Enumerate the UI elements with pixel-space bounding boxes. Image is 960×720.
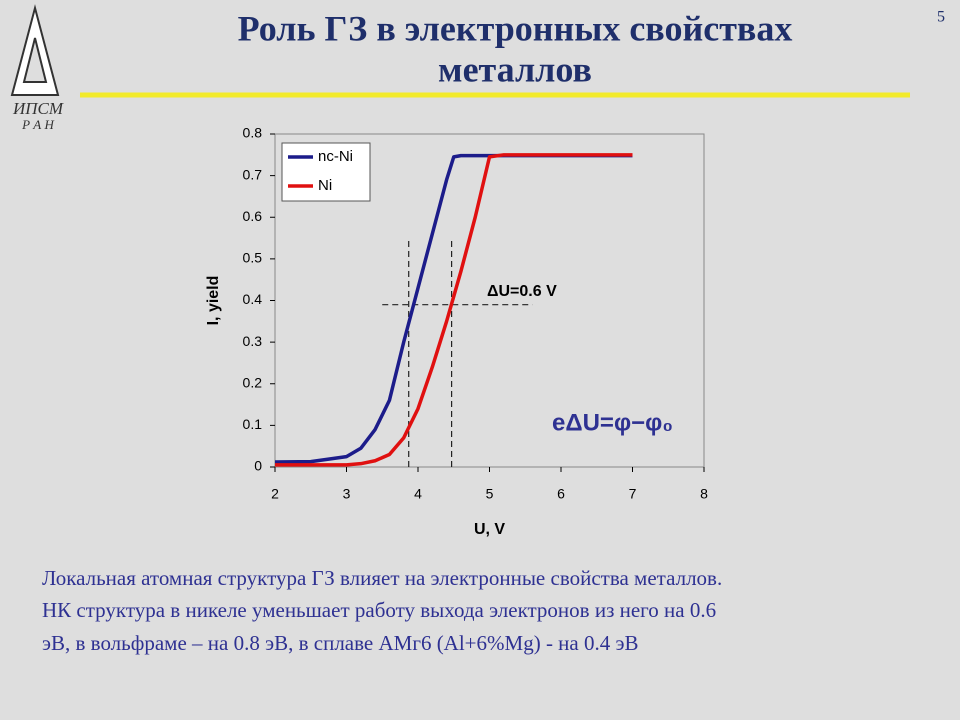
x-axis-label: U, V <box>474 521 505 538</box>
y-axis-label: I, yield <box>205 276 222 326</box>
annotation: ΔU=0.6 V <box>487 283 557 300</box>
x-tick-label: 4 <box>414 486 422 502</box>
x-tick-label: 7 <box>629 486 637 502</box>
legend-label: nc-Ni <box>318 148 353 165</box>
x-tick-label: 2 <box>271 486 279 502</box>
y-tick-label: 0 <box>254 458 262 474</box>
logo-subtext: Р А Н <box>21 117 54 132</box>
y-tick-label: 0.5 <box>243 250 263 266</box>
title: металлов <box>438 49 592 89</box>
legend-label: Ni <box>318 177 332 194</box>
body-text: Локальная атомная структура ГЗ влияет на… <box>42 566 722 590</box>
x-tick-label: 3 <box>343 486 351 502</box>
x-tick-label: 6 <box>557 486 565 502</box>
y-tick-label: 0.4 <box>243 291 263 307</box>
body-text: НК структура в никеле уменьшает работу в… <box>42 598 716 622</box>
page-number: 5 <box>937 9 945 26</box>
x-tick-label: 8 <box>700 486 708 502</box>
y-tick-label: 0.1 <box>243 416 263 432</box>
y-tick-label: 0.7 <box>243 166 263 182</box>
annotation: eΔU=φ−φ₀ <box>552 409 673 436</box>
chart: 0 0.1 0.2 0.3 0.4 0.5 0.6 0.7 0.8 2 3 4 5 6 7 8 U, V I, y… <box>205 125 708 539</box>
y-tick-label: 0.3 <box>243 333 263 349</box>
x-tick-label: 5 <box>486 486 494 502</box>
y-tick-label: 0.8 <box>243 125 263 141</box>
logo: ИПСМ Р А Н <box>10 4 64 132</box>
body-text: эВ, в вольфраме – на 0.8 эВ, в сплаве АМ… <box>42 631 639 655</box>
logo-text: ИПСМ <box>12 99 64 118</box>
logo-mark <box>10 4 60 96</box>
series-line <box>275 153 633 467</box>
y-tick-label: 0.2 <box>243 374 263 390</box>
legend <box>281 142 371 202</box>
y-tick-label: 0.6 <box>243 208 263 224</box>
title: Роль ГЗ в электронных свойствах <box>238 8 793 48</box>
